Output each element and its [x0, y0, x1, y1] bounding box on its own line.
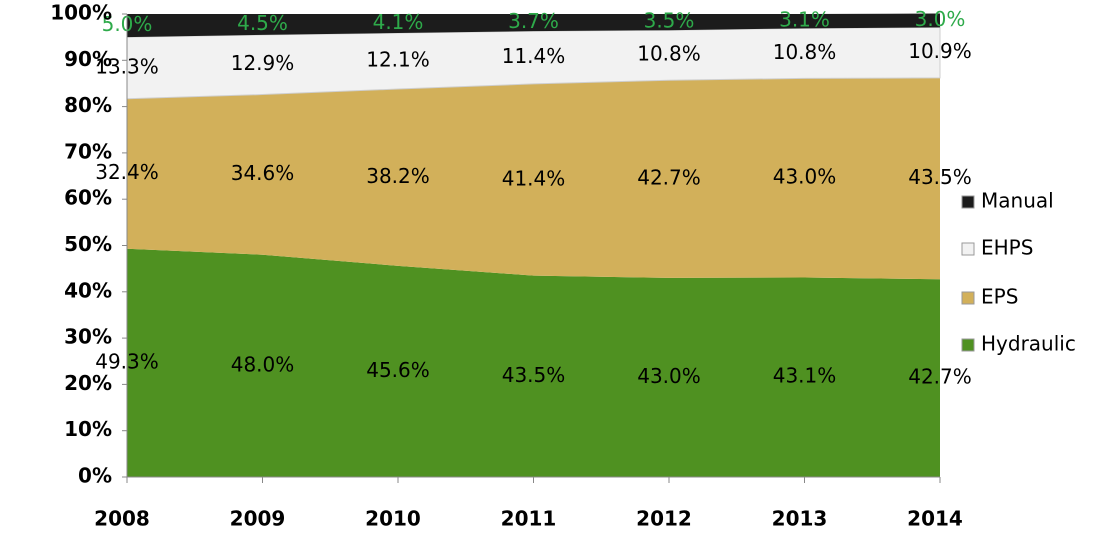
legend-swatch	[961, 195, 975, 209]
data-label: 42.7%	[908, 365, 972, 389]
data-label: 10.9%	[908, 39, 972, 63]
legend-label: Hydraulic	[981, 332, 1076, 356]
x-tick-label: 2013	[772, 507, 828, 531]
data-label: 3.0%	[915, 7, 966, 31]
x-tick-label: 2014	[907, 507, 963, 531]
area	[127, 77, 940, 280]
area	[127, 13, 940, 38]
data-label: 3.1%	[779, 8, 830, 32]
area	[127, 248, 940, 477]
y-tick-label: 0%	[78, 464, 112, 488]
data-label: 34.6%	[231, 161, 295, 185]
y-tick-label: 50%	[64, 232, 112, 256]
data-label: 43.0%	[637, 364, 701, 388]
y-tick-label: 20%	[64, 371, 112, 395]
data-label: 45.6%	[366, 358, 430, 382]
legend-label: EHPS	[981, 236, 1033, 260]
legend-swatch	[961, 291, 975, 305]
data-label: 3.5%	[644, 9, 695, 33]
data-label: 43.0%	[773, 164, 837, 188]
data-label: 43.5%	[908, 165, 972, 189]
y-tick-label: 90%	[64, 47, 112, 71]
legend-swatch	[961, 242, 975, 256]
y-tick-label: 70%	[64, 139, 112, 163]
y-tick-label: 10%	[64, 417, 112, 441]
data-label: 42.7%	[637, 166, 701, 190]
y-tick-label: 60%	[64, 186, 112, 210]
data-label: 43.5%	[502, 363, 566, 387]
data-label: 12.1%	[366, 47, 430, 71]
y-tick-label: 30%	[64, 325, 112, 349]
data-label: 48.0%	[231, 352, 295, 376]
data-label: 10.8%	[773, 40, 837, 64]
legend-label: EPS	[981, 285, 1018, 309]
data-label: 4.5%	[237, 11, 288, 35]
data-label: 3.7%	[508, 9, 559, 33]
data-label: 38.2%	[366, 164, 430, 188]
legend-label: Manual	[981, 189, 1054, 213]
x-tick-label: 2008	[94, 507, 150, 531]
data-label: 12.9%	[231, 51, 295, 75]
y-tick-label: 40%	[64, 278, 112, 302]
x-tick-label: 2010	[365, 507, 421, 531]
y-tick-label: 80%	[64, 93, 112, 117]
data-label: 4.1%	[373, 10, 424, 34]
data-label: 10.8%	[637, 42, 701, 66]
data-label: 43.1%	[773, 364, 837, 388]
x-tick-label: 2009	[230, 507, 286, 531]
legend-swatch	[961, 338, 975, 352]
data-label: 11.4%	[502, 44, 566, 68]
x-tick-label: 2012	[636, 507, 692, 531]
x-tick-label: 2011	[501, 507, 557, 531]
data-label: 41.4%	[502, 166, 566, 190]
y-tick-label: 100%	[50, 1, 112, 25]
